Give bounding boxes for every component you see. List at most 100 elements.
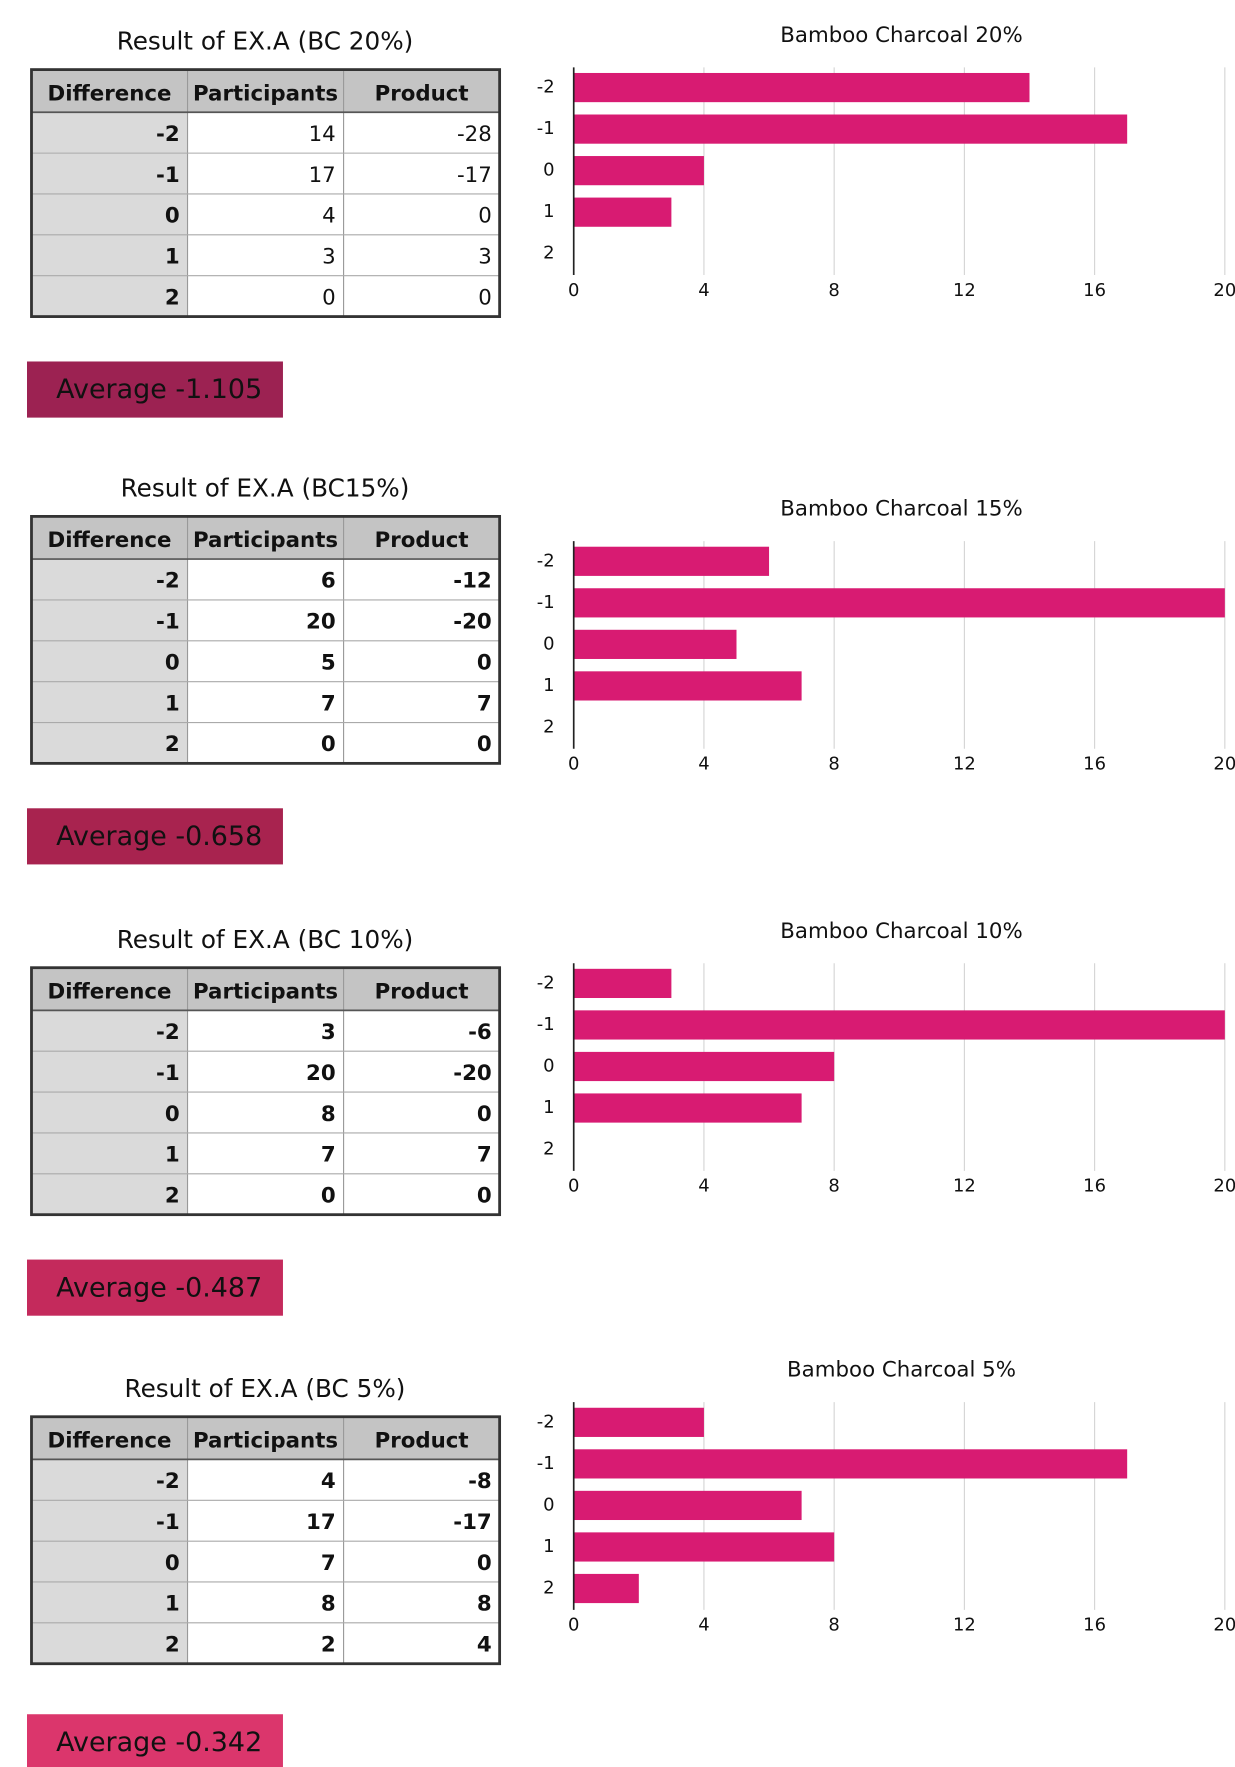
cell: 6 xyxy=(321,569,336,594)
y-tick-label: -1 xyxy=(537,118,555,139)
cell: 7 xyxy=(321,691,336,716)
cell: 0 xyxy=(477,1102,492,1127)
cell: 20 xyxy=(306,1061,336,1086)
column-header: Participants xyxy=(193,979,338,1004)
cell: 2 xyxy=(165,285,180,310)
column-header: Difference xyxy=(48,1428,172,1453)
cell: 4 xyxy=(322,204,336,229)
cell: 0 xyxy=(321,1183,336,1208)
column-header: Participants xyxy=(193,81,338,106)
cell: 2 xyxy=(165,732,180,757)
chart-title: Bamboo Charcoal 10% xyxy=(780,919,1022,944)
table-border xyxy=(30,1415,502,1666)
cell: -2 xyxy=(156,1020,180,1045)
cell: -20 xyxy=(453,1061,492,1086)
bar xyxy=(573,72,1030,103)
cell: 0 xyxy=(478,285,492,310)
x-tick-label: 20 xyxy=(1213,1176,1235,1197)
header-bg xyxy=(31,516,500,560)
cell: 3 xyxy=(478,245,492,270)
table-border xyxy=(30,966,502,1217)
cell: 5 xyxy=(321,650,336,675)
x-tick-label: 4 xyxy=(698,1176,709,1197)
average-label: Average -0.658 xyxy=(56,821,262,852)
cell: 1 xyxy=(165,691,180,716)
cell: -2 xyxy=(156,1469,180,1494)
bar xyxy=(573,546,770,576)
y-tick-label: -1 xyxy=(537,1453,555,1474)
x-tick-label: 8 xyxy=(828,754,839,775)
y-tick-label: -2 xyxy=(537,77,555,98)
cell: -1 xyxy=(156,610,180,635)
column-header: Product xyxy=(375,528,469,553)
x-tick-label: 16 xyxy=(1083,1176,1106,1197)
bar xyxy=(573,1532,835,1562)
first-col-bg xyxy=(31,559,188,764)
cell: -6 xyxy=(468,1020,492,1045)
cell: 1 xyxy=(165,1143,180,1168)
cell: -20 xyxy=(453,610,492,635)
cell: 1 xyxy=(165,245,180,270)
average-box xyxy=(27,361,283,418)
header-bg xyxy=(31,967,500,1011)
average-box xyxy=(27,808,283,865)
x-tick-label: 8 xyxy=(828,280,839,301)
bar xyxy=(573,197,672,227)
x-tick-label: 4 xyxy=(698,1615,709,1636)
y-tick-label: 0 xyxy=(543,160,554,181)
y-tick-label: -2 xyxy=(537,1411,555,1432)
cell: 7 xyxy=(477,1143,492,1168)
cell: 7 xyxy=(321,1143,336,1168)
cell: 0 xyxy=(478,204,492,229)
cell: 0 xyxy=(477,1551,492,1576)
column-header: Participants xyxy=(193,528,338,553)
y-tick-label: 1 xyxy=(543,1097,554,1118)
x-tick-label: 12 xyxy=(953,1176,976,1197)
x-tick-label: 0 xyxy=(568,280,579,301)
y-tick-label: 2 xyxy=(543,1139,554,1160)
first-col-bg xyxy=(31,1010,188,1215)
cell: -2 xyxy=(156,569,180,594)
x-tick-label: 20 xyxy=(1213,754,1235,775)
cell: 2 xyxy=(165,1183,180,1208)
chart-title: Bamboo Charcoal 5% xyxy=(787,1358,1016,1383)
cell: 0 xyxy=(322,285,336,310)
y-tick-label: 1 xyxy=(543,675,554,696)
y-tick-label: 2 xyxy=(543,716,554,737)
bar xyxy=(573,114,1128,144)
column-header: Difference xyxy=(48,528,172,553)
cell: -8 xyxy=(468,1469,492,1494)
column-header: Difference xyxy=(48,81,172,106)
cell: -1 xyxy=(156,1061,180,1086)
y-tick-label: 1 xyxy=(543,1536,554,1557)
bar xyxy=(573,1010,1225,1040)
column-header: Product xyxy=(375,979,469,1004)
y-tick-label: -2 xyxy=(537,550,555,571)
cell: 7 xyxy=(321,1551,336,1576)
cell: 7 xyxy=(477,691,492,716)
x-tick-label: 0 xyxy=(568,1176,579,1197)
cell: 20 xyxy=(306,610,336,635)
bar xyxy=(573,1051,835,1082)
cell: -12 xyxy=(453,569,492,594)
cell: 14 xyxy=(309,122,336,147)
x-tick-label: 0 xyxy=(568,1615,579,1636)
table-border xyxy=(30,68,502,318)
y-tick-label: 1 xyxy=(543,201,554,222)
cell: 0 xyxy=(477,650,492,675)
x-tick-label: 20 xyxy=(1213,280,1235,301)
cell: 8 xyxy=(321,1102,336,1127)
x-tick-label: 20 xyxy=(1213,1615,1235,1636)
average-label: Average -0.342 xyxy=(56,1727,262,1758)
table-title: Result of EX.A (BC15%) xyxy=(121,473,410,502)
x-tick-label: 12 xyxy=(953,754,976,775)
header-bg xyxy=(31,1416,500,1460)
cell: 17 xyxy=(306,1510,336,1535)
average-label: Average -1.105 xyxy=(56,374,262,405)
y-tick-label: 0 xyxy=(543,1055,554,1076)
cell: 0 xyxy=(165,1551,180,1576)
cell: -1 xyxy=(156,1510,180,1535)
x-tick-label: 4 xyxy=(698,754,709,775)
average-box xyxy=(27,1714,283,1767)
